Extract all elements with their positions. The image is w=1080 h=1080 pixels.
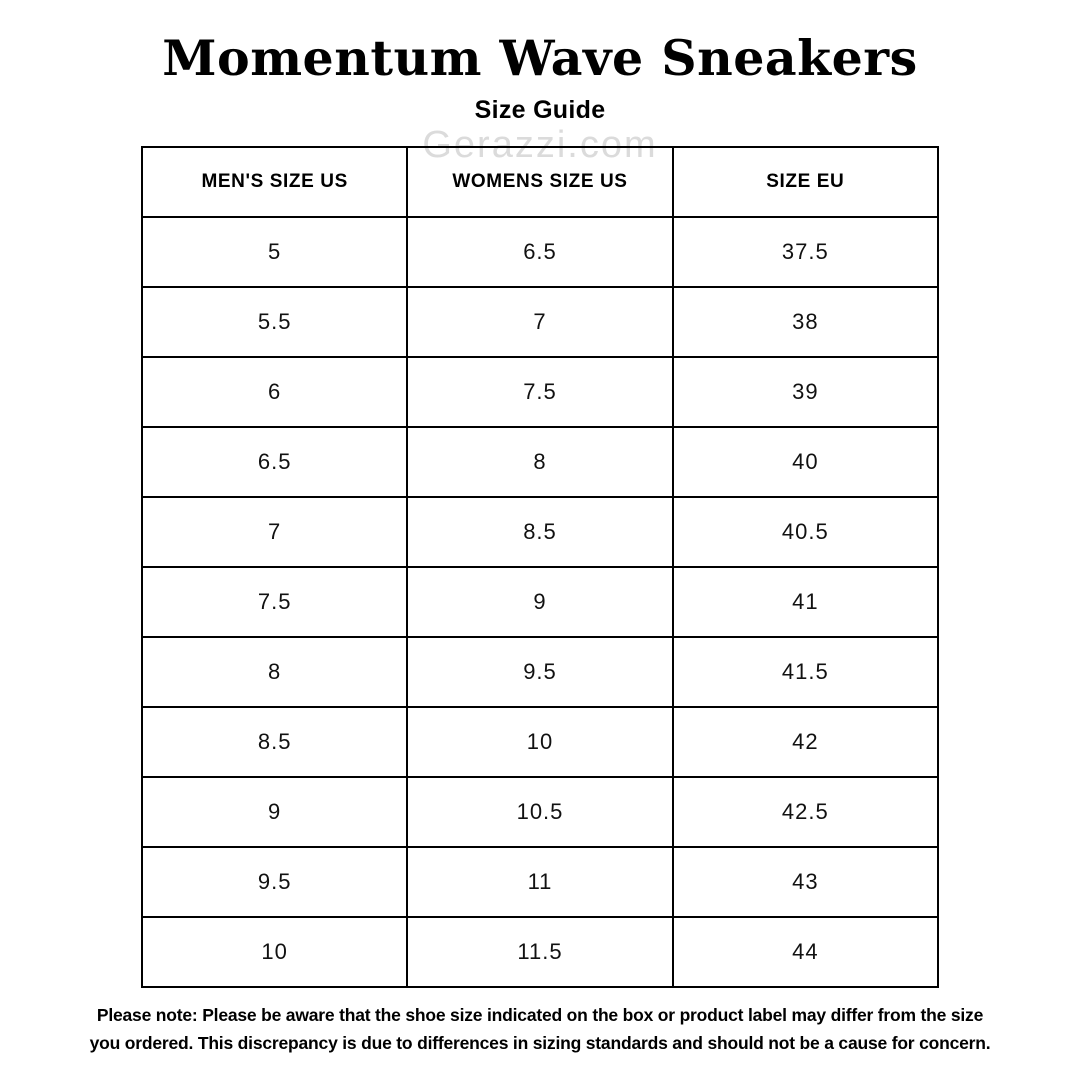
table-row: 5 6.5 37.5 — [140, 215, 940, 288]
table-cell: 41 — [671, 565, 940, 638]
table-cell: 41.5 — [671, 635, 940, 708]
disclaimer-line-1: Please note: Please be aware that the sh… — [96, 1004, 984, 1025]
table-cell: 10.5 — [406, 775, 674, 848]
table-cell: 10 — [406, 705, 674, 778]
table-cell: 9 — [140, 775, 409, 848]
table-cell: 6 — [140, 355, 409, 428]
table-cell: 8.5 — [406, 495, 674, 568]
table-cell: 6.5 — [140, 425, 409, 498]
column-header-size-eu: SIZE EU — [671, 145, 940, 218]
table-row: 5.5 7 38 — [140, 285, 940, 358]
table-cell: 8 — [140, 635, 409, 708]
table-row: 7 8.5 40.5 — [140, 495, 940, 568]
table-cell: 8 — [406, 425, 674, 498]
table-cell: 40 — [671, 425, 940, 498]
table-header-row: MEN'S SIZE US WOMENS SIZE US SIZE EU — [140, 145, 940, 218]
size-table: MEN'S SIZE US WOMENS SIZE US SIZE EU 5 6.… — [140, 145, 940, 988]
table-cell: 42 — [671, 705, 940, 778]
table-cell: 9.5 — [140, 845, 409, 918]
table-cell: 10 — [140, 915, 409, 988]
table-row: 8.5 10 42 — [140, 705, 940, 778]
table-cell: 5 — [140, 215, 409, 288]
column-header-mens-size-us: MEN'S SIZE US — [140, 145, 409, 218]
table-cell: 9 — [406, 565, 674, 638]
table-cell: 7 — [406, 285, 674, 358]
column-header-womens-size-us: WOMENS SIZE US — [406, 145, 674, 218]
table-cell: 7.5 — [406, 355, 674, 428]
table-cell: 5.5 — [140, 285, 409, 358]
table-cell: 44 — [671, 915, 940, 988]
table-cell: 7.5 — [140, 565, 409, 638]
table-row: 9 10.5 42.5 — [140, 775, 940, 848]
size-table-container: Gerazzi.com MEN'S SIZE US WOMENS SIZE US… — [140, 124, 940, 988]
table-cell: 38 — [671, 285, 940, 358]
size-table-body: 5 6.5 37.5 5.5 7 38 6 7.5 39 6.5 8 40 7 8.5 40.5 7.5 9 41… — [140, 215, 940, 988]
table-cell: 11 — [406, 845, 674, 918]
disclaimer-line-2: you ordered. This discrepancy is due to … — [89, 1032, 991, 1053]
page-subtitle: Size Guide — [474, 95, 606, 124]
page-title: Momentum Wave Sneakers — [162, 29, 918, 87]
table-cell: 42.5 — [671, 775, 940, 848]
table-row: 9.5 11 43 — [140, 845, 940, 918]
table-cell: 39 — [671, 355, 940, 428]
table-cell: 37.5 — [671, 215, 940, 288]
table-row: 6.5 8 40 — [140, 425, 940, 498]
table-cell: 43 — [671, 845, 940, 918]
table-row: 7.5 9 41 — [140, 565, 940, 638]
table-cell: 8.5 — [140, 705, 409, 778]
table-row: 10 11.5 44 — [140, 915, 940, 988]
table-row: 6 7.5 39 — [140, 355, 940, 428]
table-cell: 40.5 — [671, 495, 940, 568]
table-row: 8 9.5 41.5 — [140, 635, 940, 708]
table-cell: 6.5 — [406, 215, 674, 288]
table-cell: 7 — [140, 495, 409, 568]
table-cell: 9.5 — [406, 635, 674, 708]
disclaimer-note: Please note: Please be aware that the sh… — [90, 1001, 991, 1057]
table-cell: 11.5 — [406, 915, 674, 988]
